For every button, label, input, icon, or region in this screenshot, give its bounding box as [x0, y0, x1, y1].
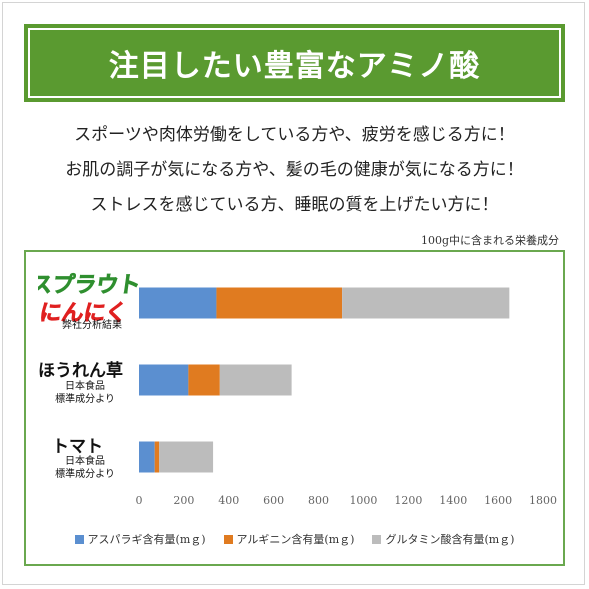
legend-item-3: グルタミン酸含有量(mｇ)	[372, 531, 514, 547]
category-3-sub-line-1: 日本食品	[65, 456, 105, 467]
bar-1-series-3	[342, 287, 510, 319]
x-tick-label-7: 1400	[439, 494, 467, 507]
bar-1-series-2	[216, 287, 343, 319]
x-tick-label-3: 600	[263, 494, 284, 507]
category-2-name: ほうれん草	[38, 361, 123, 381]
chart-container: 0 200 400 600 800 1000 1200 1400 1600 1800 スプラウト …	[24, 250, 565, 566]
bar-2-series-2	[188, 364, 220, 396]
bar-3-series-3	[159, 441, 214, 473]
legend-label-1: アスパラギ含有量(mｇ)	[87, 533, 206, 546]
category-2-sub: 日本食品 標準成分より	[38, 380, 132, 406]
logo-text-line2: にんにく	[38, 300, 129, 326]
logo-text-line1: スプラウト	[38, 272, 138, 298]
banner-title: 注目したい豊富なアミノ酸	[108, 49, 481, 84]
bar-3-series-1	[139, 441, 155, 473]
intro-text: スポーツや肉体労働をしている方や、疲労を感じる方に！ お肌の調子が気になる方や、…	[0, 118, 589, 223]
legend-label-2: アルギニン含有量(mｇ)	[236, 533, 355, 546]
intro-line-1: スポーツや肉体労働をしている方や、疲労を感じる方に！	[74, 125, 515, 145]
category-1-sub-line-1: 弊社分析結果	[62, 320, 122, 331]
category-2-sub-line-2: 標準成分より	[55, 394, 115, 405]
intro-line-3: ストレスを感じている方、睡眠の質を上げたい方に！	[90, 195, 499, 215]
sprout-garlic-logo: スプラウト にんにく	[38, 272, 138, 327]
intro-line-2: お肌の調子が気になる方や、髪の毛の健康が気になる方に！	[65, 160, 524, 180]
chart-legend: アスパラギ含有量(mｇ) アルギニン含有量(mｇ) グルタミン酸含有量(mｇ)	[32, 531, 557, 547]
category-1-sub: 弊社分析結果	[42, 319, 142, 332]
x-tick-label-4: 800	[308, 494, 329, 507]
x-tick-label-6: 1200	[394, 494, 422, 507]
legend-swatch-3	[372, 534, 382, 544]
bar-1-series-1	[139, 287, 217, 319]
chart-note: 100g中に含まれる栄養成分	[420, 234, 559, 247]
category-3-name: トマト	[52, 437, 103, 457]
x-tick-label-9: 1800	[529, 494, 557, 507]
x-tick-label-0: 0	[136, 494, 143, 507]
legend-item-2: アルギニン含有量(mｇ)	[223, 531, 355, 547]
x-tick-label-1: 200	[173, 494, 194, 507]
bar-2-series-3	[219, 364, 292, 396]
category-2-sub-line-1: 日本食品	[65, 381, 105, 392]
title-banner: 注目したい豊富なアミノ酸	[24, 24, 565, 102]
x-tick-label-5: 1000	[349, 494, 377, 507]
category-3-sub-line-2: 標準成分より	[55, 469, 115, 480]
bar-2-series-1	[139, 364, 189, 396]
bar-3-series-2	[154, 441, 160, 473]
legend-swatch-2	[223, 534, 233, 544]
category-3-sub: 日本食品 標準成分より	[38, 455, 132, 481]
x-tick-label-2: 400	[218, 494, 239, 507]
stacked-bar-chart: 0 200 400 600 800 1000 1200 1400 1600 1800	[136, 287, 557, 507]
x-tick-label-8: 1600	[484, 494, 512, 507]
legend-swatch-1	[74, 534, 84, 544]
legend-item-1: アスパラギ含有量(mｇ)	[74, 531, 206, 547]
legend-label-3: グルタミン酸含有量(mｇ)	[385, 533, 515, 546]
